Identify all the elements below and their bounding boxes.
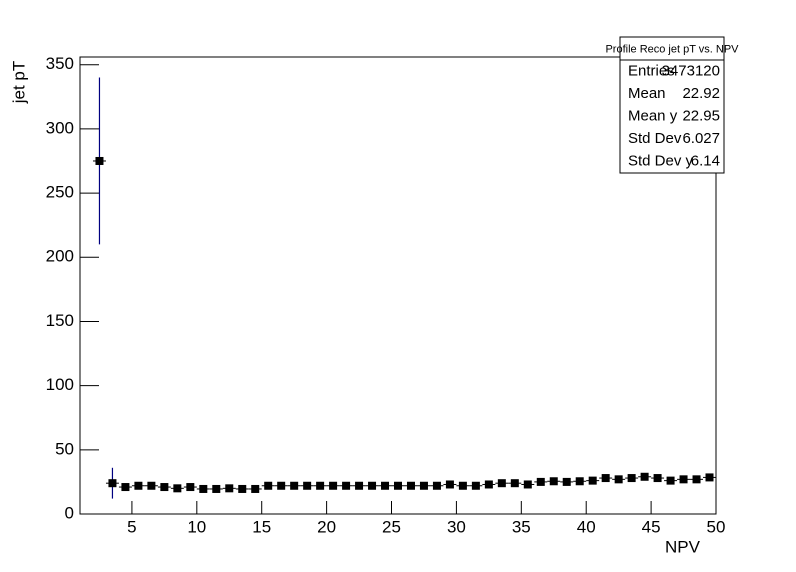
marker [458, 481, 467, 490]
marker [264, 481, 273, 490]
marker [186, 483, 195, 492]
marker [134, 481, 143, 490]
x-tick-label: 5 [127, 517, 136, 536]
stats-label: Mean [628, 85, 666, 102]
x-axis-label: NPV [665, 537, 701, 556]
marker [484, 480, 493, 489]
marker [238, 484, 247, 493]
x-tick-label: 15 [252, 517, 271, 536]
marker [147, 481, 156, 490]
marker [355, 481, 364, 490]
x-tick-label: 35 [512, 517, 531, 536]
marker [316, 481, 325, 490]
marker [381, 481, 390, 490]
stats-value: 6.027 [682, 130, 720, 147]
stats-value: 6.14 [691, 153, 720, 170]
marker [692, 475, 701, 484]
marker [471, 481, 480, 490]
marker [394, 481, 402, 490]
marker [290, 481, 299, 490]
marker [212, 484, 221, 493]
y-tick-label: 50 [55, 439, 74, 458]
marker [342, 481, 351, 490]
stats-label: Std Dev y [628, 153, 694, 170]
marker [445, 480, 454, 489]
stats-value: 22.92 [682, 85, 720, 102]
marker [419, 481, 428, 490]
stats-label: Entries [628, 62, 675, 79]
y-tick-label: 300 [46, 118, 74, 137]
stats-value: 22.95 [682, 107, 720, 124]
y-axis-label: jet pT [9, 61, 28, 105]
y-tick-label: 350 [46, 54, 74, 73]
marker [432, 481, 441, 490]
marker [329, 481, 338, 490]
marker [549, 477, 558, 486]
marker [510, 479, 519, 488]
stats-label: Std Dev [628, 130, 682, 147]
stats-title: Profile Reco jet pT vs. NPV [605, 43, 739, 55]
marker [536, 477, 545, 486]
marker [368, 481, 377, 490]
marker [601, 474, 610, 483]
x-tick-label: 10 [187, 517, 206, 536]
marker [497, 479, 506, 488]
marker [666, 476, 675, 485]
marker [160, 483, 169, 492]
marker [108, 479, 117, 488]
y-tick-label: 150 [46, 311, 74, 330]
marker [653, 474, 662, 483]
marker [575, 477, 584, 486]
marker [277, 481, 286, 490]
stats-value: 3473120 [662, 62, 720, 79]
plot-frame [79, 56, 717, 515]
marker [588, 476, 597, 485]
y-tick-label: 250 [46, 183, 74, 202]
x-tick-label: 30 [447, 517, 466, 536]
marker [173, 484, 182, 493]
y-tick-label: 0 [65, 503, 74, 522]
x-tick-label: 40 [577, 517, 596, 536]
marker [225, 484, 234, 493]
marker [251, 484, 260, 493]
y-tick-label: 100 [46, 375, 74, 394]
marker [406, 481, 415, 490]
marker [705, 473, 714, 482]
marker [679, 475, 688, 484]
y-tick-label: 200 [46, 247, 74, 266]
stats-label: Mean y [628, 107, 678, 124]
x-tick-label: 25 [382, 517, 401, 536]
x-tick-label: 45 [642, 517, 661, 536]
marker [523, 480, 532, 489]
x-tick-label: 50 [707, 517, 726, 536]
marker [199, 484, 208, 493]
x-tick-label: 20 [317, 517, 336, 536]
marker [562, 477, 571, 486]
marker [640, 472, 649, 481]
marker [95, 156, 104, 165]
marker [627, 474, 636, 483]
marker [303, 481, 312, 490]
marker [121, 483, 130, 492]
marker [614, 475, 623, 484]
